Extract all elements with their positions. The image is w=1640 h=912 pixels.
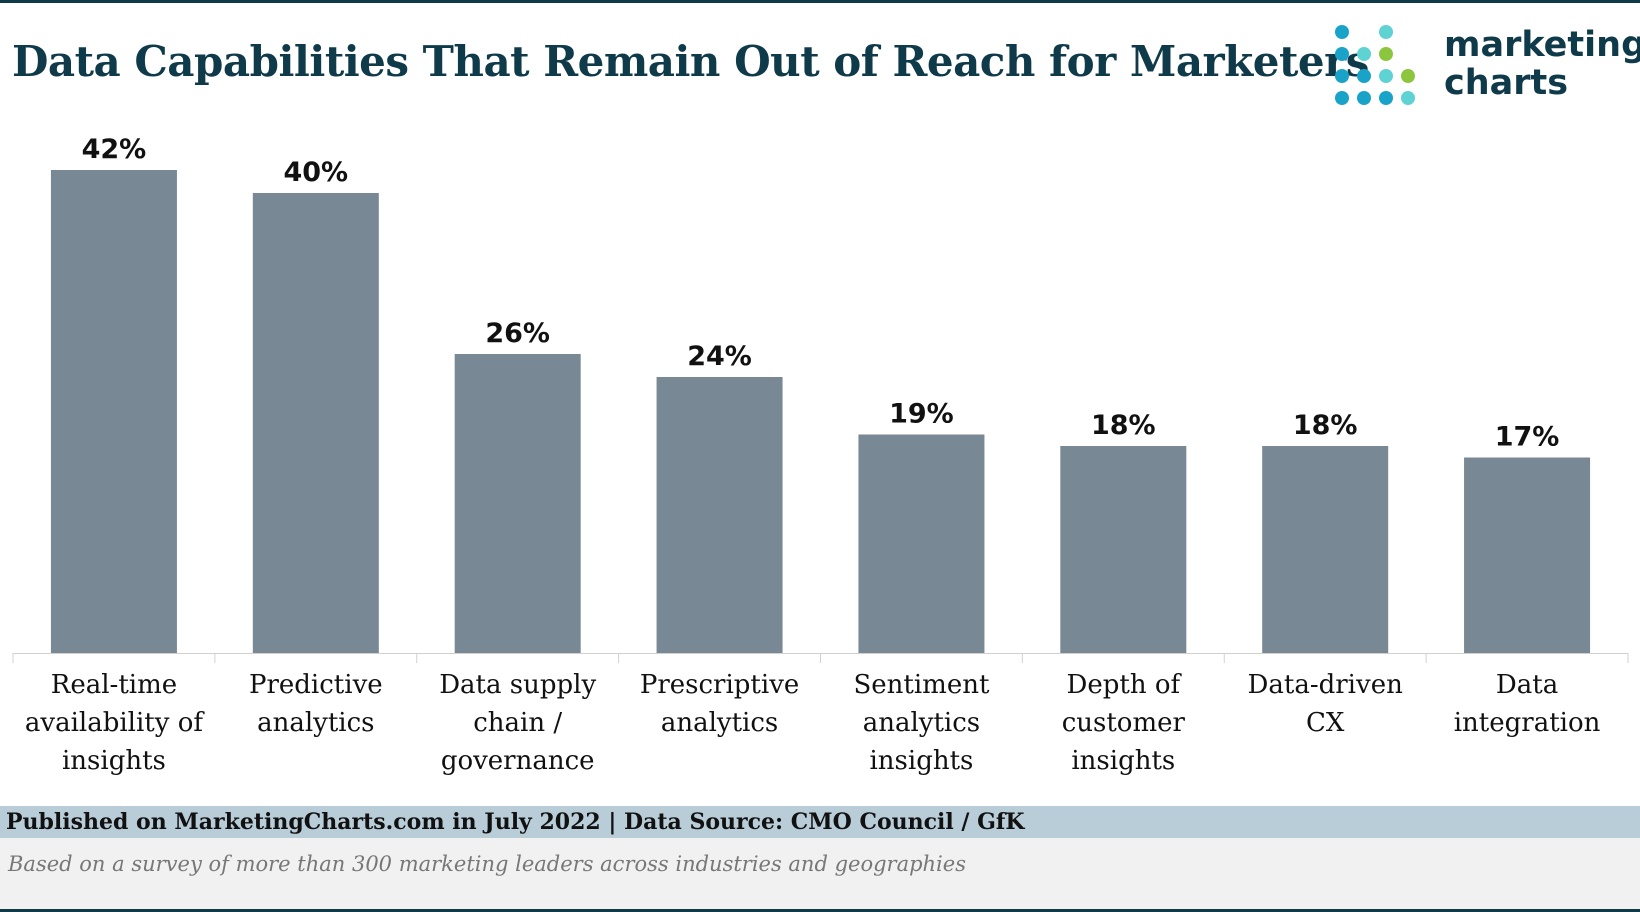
logo-dot [1401, 69, 1415, 83]
bar-value-label: 40% [283, 157, 348, 188]
x-tick-label: CX [1306, 708, 1345, 738]
top-rule [0, 0, 1640, 3]
logo-dot [1357, 47, 1371, 61]
logo-dot [1335, 69, 1349, 83]
logo-dot [1357, 91, 1371, 105]
logo-dot [1379, 25, 1393, 39]
x-tick-label: governance [441, 746, 595, 776]
marketingcharts-logo: marketing charts [1334, 24, 1640, 108]
bar-value-label: 18% [1091, 410, 1156, 441]
logo-text: marketing charts [1444, 26, 1640, 102]
x-tick-label: customer [1062, 708, 1186, 738]
x-tick-label: analytics [661, 708, 778, 738]
x-tick-label: Depth of [1067, 670, 1183, 700]
x-tick-label: Data [1496, 670, 1558, 700]
bar-value-label: 17% [1495, 422, 1560, 453]
bottom-rule [0, 909, 1640, 912]
logo-text-line2: charts [1444, 63, 1569, 103]
x-tick-label: Data supply [439, 670, 596, 700]
logo-dot [1379, 69, 1393, 83]
bar [1464, 457, 1591, 653]
bar [656, 377, 783, 653]
logo-dot [1335, 91, 1349, 105]
x-tick-label: Data-driven [1248, 670, 1404, 700]
x-tick-label: Prescriptive [640, 670, 799, 700]
footer-note: Based on a survey of more than 300 marke… [8, 852, 966, 876]
bar [454, 354, 581, 653]
footer-source: Published on MarketingCharts.com in July… [6, 809, 1025, 835]
bar-chart: 42% Real-time availability of insights 40% Pr… [12, 134, 1629, 776]
x-tick-label: Sentiment [853, 670, 989, 700]
x-tick-label: Predictive [249, 670, 383, 700]
bar-value-label: 19% [889, 399, 954, 430]
logo-dot [1335, 25, 1349, 39]
x-tick-label: Real-time [51, 670, 177, 700]
bar-value-label: 26% [485, 318, 550, 349]
logo-dot [1401, 91, 1415, 105]
x-tick-label: insights [62, 746, 166, 776]
bar-value-label: 42% [82, 134, 147, 165]
dot-grid-logo-icon [1335, 25, 1415, 105]
x-tick-label: integration [1454, 708, 1601, 738]
footer-note-band: Based on a survey of more than 300 marke… [0, 838, 1640, 910]
logo-dot [1379, 47, 1393, 61]
x-tick-label: analytics [257, 708, 374, 738]
bar [858, 434, 985, 653]
chart-title: Data Capabilities That Remain Out of Rea… [12, 37, 1369, 86]
footer-source-band: Published on MarketingCharts.com in July… [0, 806, 1640, 838]
logo-dot [1335, 47, 1349, 61]
bar [1262, 446, 1389, 653]
x-tick-label: insights [1071, 746, 1175, 776]
bar-value-label: 18% [1293, 410, 1358, 441]
logo-text-line1: marketing [1444, 25, 1640, 65]
x-tick-label: insights [869, 746, 973, 776]
bar [50, 170, 177, 653]
bar-value-label: 24% [687, 341, 752, 372]
logo-dot [1379, 91, 1393, 105]
bar [252, 193, 379, 653]
x-tick-label: availability of [25, 708, 205, 738]
x-tick-label: analytics [863, 708, 980, 738]
bar [1060, 446, 1187, 653]
x-tick-label: chain / [473, 708, 562, 738]
logo-dot [1357, 69, 1371, 83]
